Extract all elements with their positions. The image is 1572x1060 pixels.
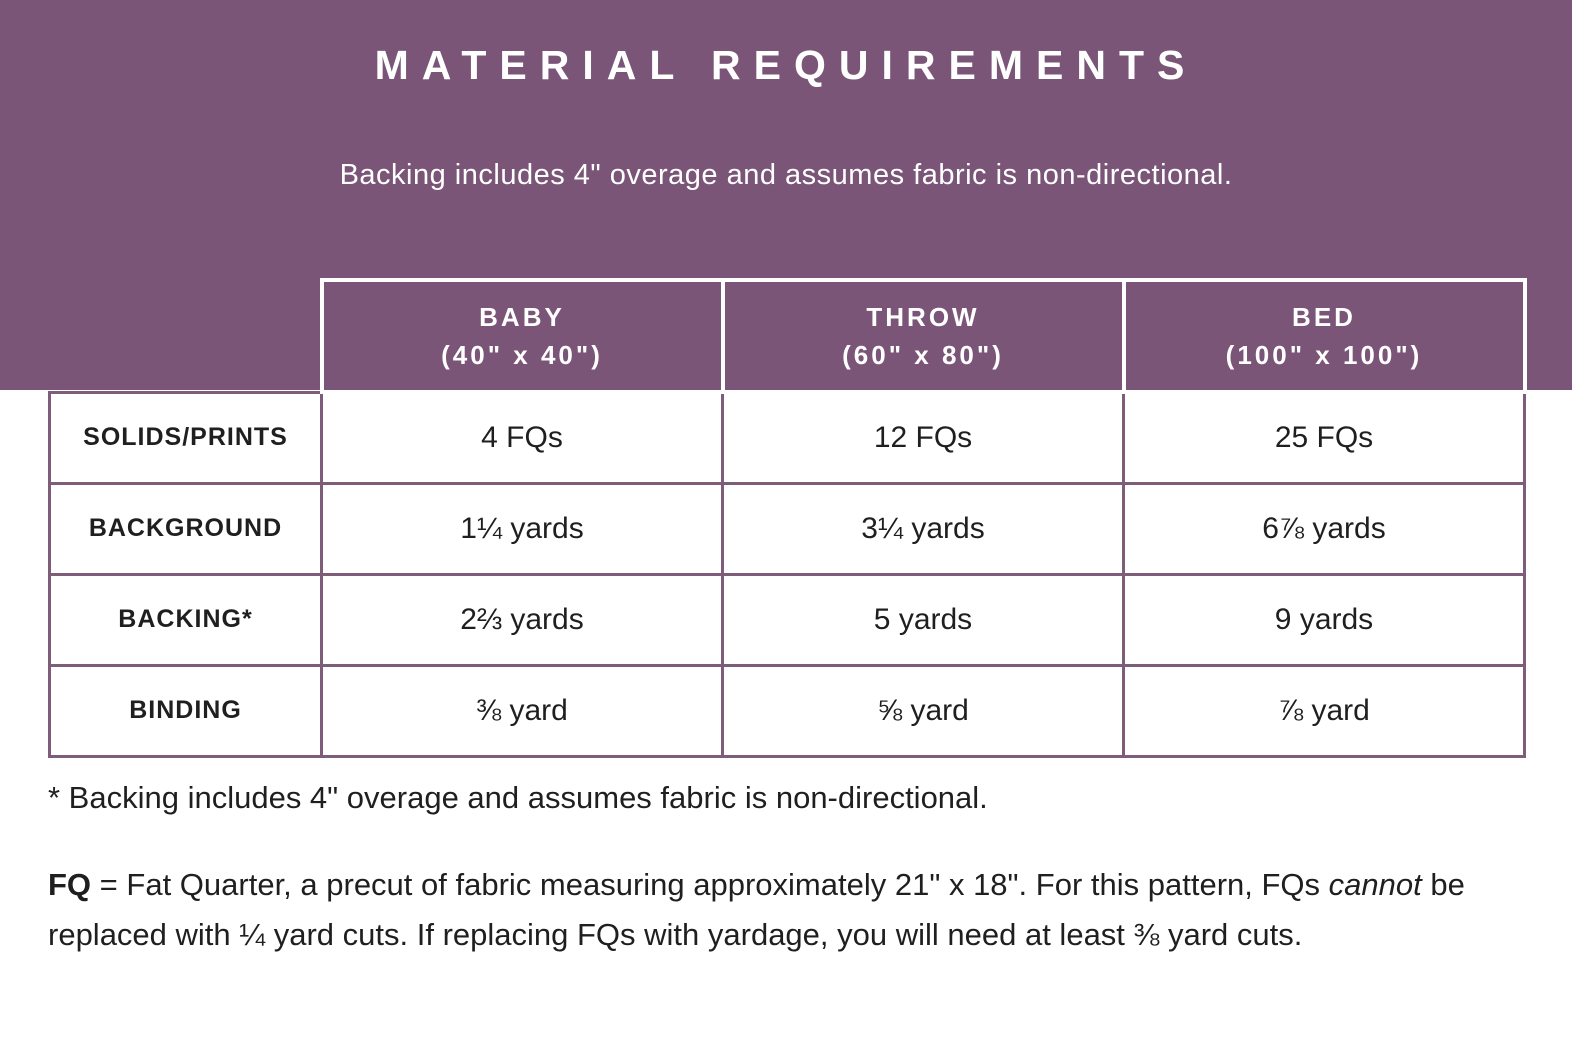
material-requirements-table: BABY (40" x 40") THROW (60" x 80") BED (… (48, 278, 1527, 758)
backing-footnote: * Backing includes 4" overage and assume… (48, 780, 988, 815)
table-row-binding: BINDING ⅜ yard ⅝ yard ⅞ yard (48, 663, 1526, 758)
value-cell-binding-baby: ⅜ yard (320, 663, 724, 758)
row-label: BACKING* (48, 572, 323, 667)
table-row-solids-prints: SOLIDS/PRINTS 4 FQs 12 FQs 25 FQs (48, 390, 1526, 485)
table-row-background: BACKGROUND 1¼ yards 3¼ yards 6⅞ yards (48, 481, 1526, 576)
fq-text-part-1: = Fat Quarter, a precut of fabric measur… (91, 867, 1329, 902)
header-subtitle: Backing includes 4" overage and assumes … (339, 159, 1233, 191)
column-header-throw: THROW (60" x 80") (720, 278, 1126, 394)
column-name: THROW (866, 302, 980, 332)
fq-term: FQ (48, 867, 92, 902)
row-label: BINDING (48, 663, 323, 758)
column-name: BABY (479, 302, 565, 332)
table-row-backing: BACKING* 2⅔ yards 5 yards 9 yards (48, 572, 1526, 667)
column-name: BED (1292, 302, 1356, 332)
column-size: (100" x 100") (1225, 340, 1423, 370)
corner-cell (50, 280, 322, 392)
value-cell-binding-bed: ⅞ yard (1122, 663, 1526, 758)
notes-section: * Backing includes 4" overage and assume… (48, 780, 1526, 960)
value-cell-background-throw: 3¼ yards (721, 481, 1125, 576)
row-label: BACKGROUND (48, 481, 323, 576)
column-header-baby: BABY (40" x 40") (319, 278, 725, 394)
value-cell-background-bed: 6⅞ yards (1122, 481, 1526, 576)
column-size: (40" x 40") (441, 340, 603, 370)
column-header-bed: BED (100" x 100") (1121, 278, 1527, 394)
column-size: (60" x 80") (842, 340, 1004, 370)
fq-text-part-2: be replaced with ¼ yard cuts. If replaci… (48, 867, 1465, 952)
page-title: MATERIAL REQUIREMENTS (374, 42, 1198, 88)
value-cell-backing-throw: 5 yards (721, 572, 1125, 667)
value-cell-binding-throw: ⅝ yard (721, 663, 1125, 758)
value-cell-background-baby: 1¼ yards (320, 481, 724, 576)
table-header-row: BABY (40" x 40") THROW (60" x 80") BED (… (50, 278, 1527, 394)
fq-cannot-emphasis: cannot (1328, 867, 1422, 902)
fq-definition: FQ = Fat Quarter, a precut of fabric mea… (48, 860, 1518, 960)
value-cell-backing-bed: 9 yards (1122, 572, 1526, 667)
row-label: SOLIDS/PRINTS (48, 390, 323, 485)
value-cell-solids-baby: 4 FQs (320, 390, 724, 485)
value-cell-solids-throw: 12 FQs (721, 390, 1125, 485)
value-cell-backing-baby: 2⅔ yards (320, 572, 724, 667)
value-cell-solids-bed: 25 FQs (1122, 390, 1526, 485)
